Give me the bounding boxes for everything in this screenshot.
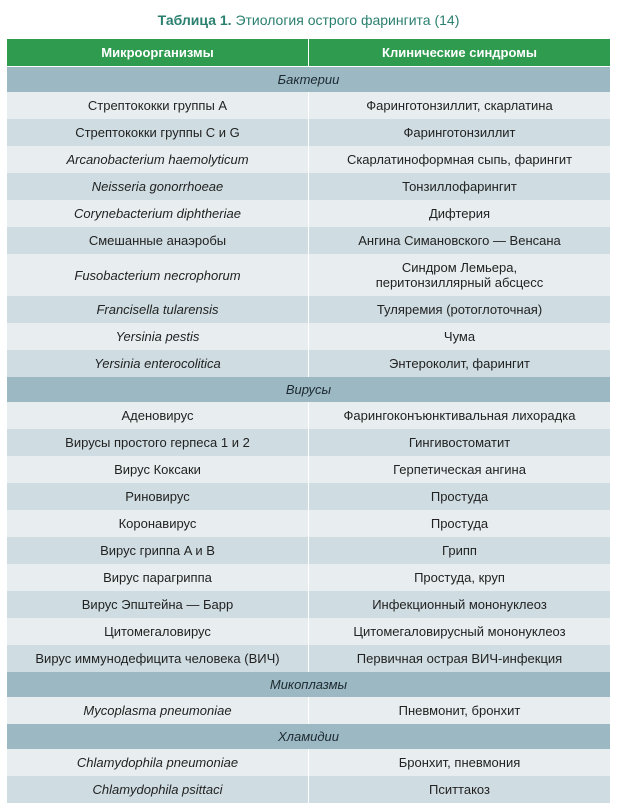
section-row: Микоплазмы: [7, 672, 611, 697]
cell-syndrome: Первичная острая ВИЧ-инфекция: [309, 645, 611, 672]
table-row: Mycoplasma pneumoniaeПневмонит, бронхит: [7, 697, 611, 724]
cell-syndrome: Простуда, круп: [309, 564, 611, 591]
table-row: Fusobacterium necrophorumСиндром Лемьера…: [7, 254, 611, 296]
table-row: Вирусы простого герпеса 1 и 2Гингивостом…: [7, 429, 611, 456]
table-row: Вирус КоксакиГерпетическая ангина: [7, 456, 611, 483]
table-row: Вирус парагриппаПростуда, круп: [7, 564, 611, 591]
cell-organism: Chlamydophila psittaci: [7, 776, 309, 803]
col-syndromes: Клинические синдромы: [309, 39, 611, 67]
section-label: Бактерии: [7, 67, 611, 93]
cell-organism: Arcanobacterium haemolyticum: [7, 146, 309, 173]
header-row: Микроорганизмы Клинические синдромы: [7, 39, 611, 67]
cell-organism: Стрептококки группы А: [7, 92, 309, 119]
cell-organism: Вирус Эпштейна — Барр: [7, 591, 309, 618]
cell-organism: Вирусы простого герпеса 1 и 2: [7, 429, 309, 456]
table-row: Вирус гриппа A и BГрипп: [7, 537, 611, 564]
cell-organism: Fusobacterium necrophorum: [7, 254, 309, 296]
cell-syndrome: Простуда: [309, 510, 611, 537]
cell-syndrome: Фаринготонзиллит, скарлатина: [309, 92, 611, 119]
cell-organism: Вирус Коксаки: [7, 456, 309, 483]
col-organisms: Микроорганизмы: [7, 39, 309, 67]
table-row: Francisella tularensisТуляремия (ротогло…: [7, 296, 611, 323]
table-row: АденовирусФарингоконъюнктивальная лихора…: [7, 402, 611, 429]
table-row: Neisseria gonorrhoeaeТонзиллофарингит: [7, 173, 611, 200]
cell-syndrome: Цитомегаловирусный мононуклеоз: [309, 618, 611, 645]
cell-syndrome: Герпетическая ангина: [309, 456, 611, 483]
cell-syndrome: Пневмонит, бронхит: [309, 697, 611, 724]
cell-organism: Стрептококки группы С и G: [7, 119, 309, 146]
table-row: Вирус Эпштейна — БаррИнфекционный монону…: [7, 591, 611, 618]
cell-organism: Yersinia pestis: [7, 323, 309, 350]
cell-organism: Коронавирус: [7, 510, 309, 537]
cell-organism: Chlamydophila pneumoniae: [7, 749, 309, 776]
cell-syndrome: Бронхит, пневмония: [309, 749, 611, 776]
cell-syndrome: Дифтерия: [309, 200, 611, 227]
cell-organism: Вирус иммунодефицита человека (ВИЧ): [7, 645, 309, 672]
section-label: Микоплазмы: [7, 672, 611, 697]
cell-organism: Yersinia enterocolitica: [7, 350, 309, 377]
table-row: Вирус иммунодефицита человека (ВИЧ)Перви…: [7, 645, 611, 672]
table-row: КоронавирусПростуда: [7, 510, 611, 537]
cell-syndrome: Фаринготонзиллит: [309, 119, 611, 146]
cell-syndrome: Туляремия (ротоглоточная): [309, 296, 611, 323]
cell-organism: Corynebacterium diphtheriae: [7, 200, 309, 227]
cell-syndrome: Инфекционный мононуклеоз: [309, 591, 611, 618]
cell-syndrome: Пситтакоз: [309, 776, 611, 803]
table-row: РиновирусПростуда: [7, 483, 611, 510]
section-row: Бактерии: [7, 67, 611, 93]
table-row: Chlamydophila pneumoniaeБронхит, пневмон…: [7, 749, 611, 776]
section-row: Хламидии: [7, 724, 611, 749]
table-row: Смешанные анаэробыАнгина Симановского — …: [7, 227, 611, 254]
cell-organism: Аденовирус: [7, 402, 309, 429]
cell-organism: Смешанные анаэробы: [7, 227, 309, 254]
cell-syndrome: Скарлатиноформная сыпь, фарингит: [309, 146, 611, 173]
cell-syndrome: Чума: [309, 323, 611, 350]
table-caption: Этиология острого фарингита (14): [235, 12, 459, 28]
table-row: Chlamydophila psittaciПситтакоз: [7, 776, 611, 803]
table-row: Стрептококки группы С и GФаринготонзилли…: [7, 119, 611, 146]
cell-syndrome: Ангина Симановского — Венсана: [309, 227, 611, 254]
cell-syndrome: Грипп: [309, 537, 611, 564]
table-body: БактерииСтрептококки группы АФаринготонз…: [7, 67, 611, 804]
cell-organism: Mycoplasma pneumoniae: [7, 697, 309, 724]
section-label: Вирусы: [7, 377, 611, 402]
cell-organism: Neisseria gonorrhoeae: [7, 173, 309, 200]
cell-syndrome: Гингивостоматит: [309, 429, 611, 456]
table-row: Arcanobacterium haemolyticumСкарлатинофо…: [7, 146, 611, 173]
section-label: Хламидии: [7, 724, 611, 749]
table-row: Yersinia pestisЧума: [7, 323, 611, 350]
cell-organism: Francisella tularensis: [7, 296, 309, 323]
table-number: Таблица 1.: [158, 12, 232, 28]
cell-organism: Цитомегаловирус: [7, 618, 309, 645]
section-row: Вирусы: [7, 377, 611, 402]
etiology-table: Микроорганизмы Клинические синдромы Бакт…: [6, 38, 611, 803]
cell-organism: Вирус парагриппа: [7, 564, 309, 591]
cell-syndrome: Тонзиллофарингит: [309, 173, 611, 200]
cell-syndrome: Энтероколит, фарингит: [309, 350, 611, 377]
cell-organism: Риновирус: [7, 483, 309, 510]
table-row: Стрептококки группы АФаринготонзиллит, с…: [7, 92, 611, 119]
table-row: Yersinia enterocoliticaЭнтероколит, фари…: [7, 350, 611, 377]
table-title: Таблица 1. Этиология острого фарингита (…: [6, 12, 611, 28]
cell-organism: Вирус гриппа A и B: [7, 537, 309, 564]
cell-syndrome: Синдром Лемьера,перитонзиллярный абсцесс: [309, 254, 611, 296]
cell-syndrome: Фарингоконъюнктивальная лихорадка: [309, 402, 611, 429]
cell-syndrome: Простуда: [309, 483, 611, 510]
table-row: Corynebacterium diphtheriaeДифтерия: [7, 200, 611, 227]
table-row: ЦитомегаловирусЦитомегаловирусный монону…: [7, 618, 611, 645]
